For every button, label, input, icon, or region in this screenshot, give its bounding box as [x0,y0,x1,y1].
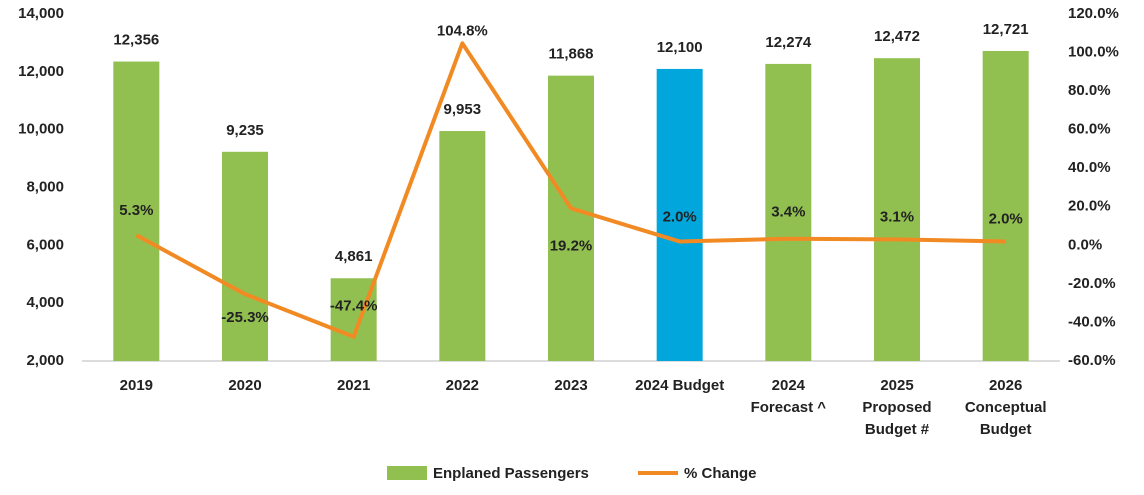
legend-label: Enplaned Passengers [433,465,589,482]
data-label: -25.3% [221,309,269,326]
x-tick-label: 2021 [337,377,370,394]
y-tick-label: 4,000 [26,294,64,311]
bar [765,63,812,362]
data-label: 12,356 [113,32,159,49]
y2-tick-label: -20.0% [1068,275,1116,292]
y-tick-label: 10,000 [18,121,64,138]
data-label: 2.0% [663,208,697,225]
y2-tick-label: 60.0% [1068,121,1111,138]
data-label: 12,472 [874,28,920,45]
data-label: 9,235 [226,122,264,139]
bar [656,68,703,362]
data-label: 5.3% [119,202,153,219]
y2-tick-label: -40.0% [1068,313,1116,330]
line [135,41,1006,339]
y-tick-label: 14,000 [18,5,64,22]
x-tick-label: 2024 Budget [635,377,724,394]
data-label: 19.2% [550,237,593,254]
x-tick-label: Proposed [862,399,931,416]
x-tick-label: Conceptual [965,399,1047,416]
data-label: 12,721 [983,21,1029,38]
data-label: 104.8% [437,22,488,39]
bar [874,58,920,362]
x-tick-label: Budget # [865,421,930,438]
x-tick-label: 2025 [880,377,913,394]
y2-tick-label: 100.0% [1068,44,1119,61]
y2-tick-label: 80.0% [1068,82,1111,99]
data-label: 12,100 [657,39,703,56]
x-tick-label: 2022 [446,377,479,394]
bar [439,131,486,361]
y2-tick-label: -60.0% [1068,352,1116,369]
y2-tick-label: 40.0% [1068,159,1111,176]
data-label: 3.4% [771,204,805,221]
x-tick-label: Budget [980,421,1032,438]
legend-swatch [387,466,427,480]
data-label: -47.4% [330,298,378,315]
y-tick-label: 2,000 [26,352,64,369]
bar [222,151,268,361]
bar [113,61,160,361]
x-tick-label: 2023 [554,377,587,394]
bar [548,75,594,361]
y-tick-label: 8,000 [26,178,64,195]
y2-tick-label: 0.0% [1068,236,1102,253]
x-tick-label: 2024 [772,377,806,394]
x-tick-label: 2020 [228,377,261,394]
y-tick-label: 12,000 [18,63,64,80]
x-tick-label: 2026 [989,377,1022,394]
x-tick-label: Forecast ^ [751,399,827,416]
data-label: 2.0% [989,210,1023,227]
data-label: 3.1% [880,208,914,225]
data-label: 4,861 [335,248,373,265]
data-label: 11,868 [548,46,593,63]
y2-tick-label: 20.0% [1068,198,1111,215]
data-label: 9,953 [444,101,482,118]
x-tick-label: 2019 [120,377,153,394]
y2-tick-label: 120.0% [1068,5,1119,22]
data-label: 12,274 [765,34,812,51]
bar [982,50,1029,362]
legend-label: % Change [684,465,757,482]
y-tick-label: 6,000 [26,236,64,253]
